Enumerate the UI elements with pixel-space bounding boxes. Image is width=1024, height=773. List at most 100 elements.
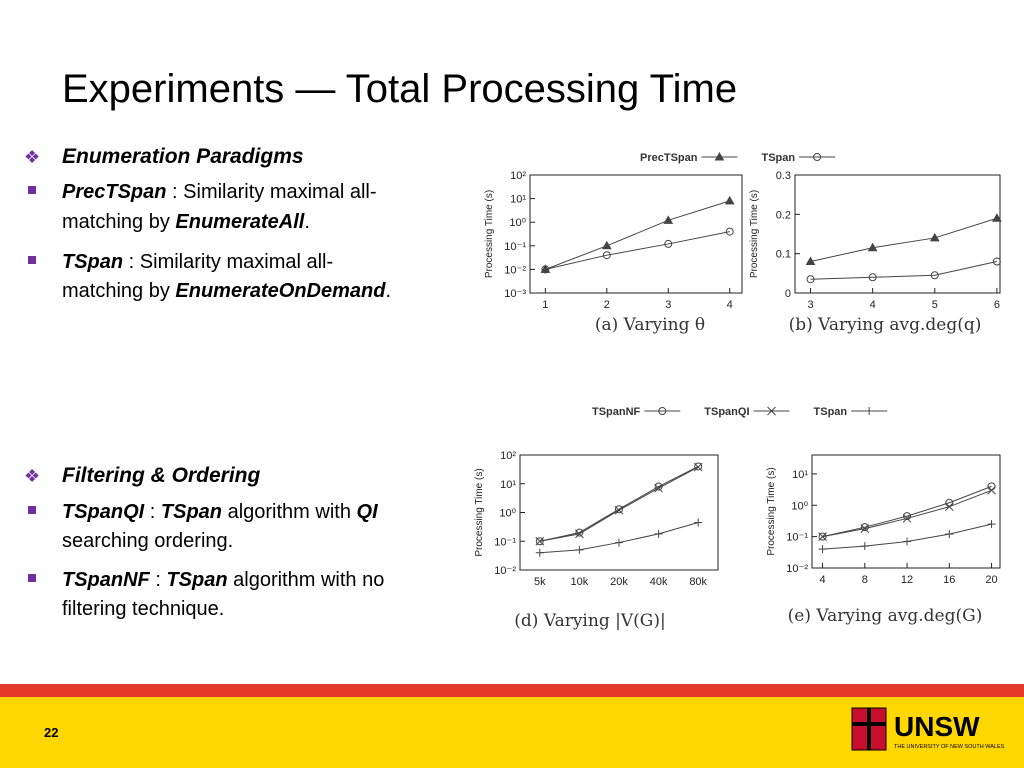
y-tick-label: 10⁻¹ [786, 532, 808, 544]
x-tick-label: 20k [610, 576, 628, 588]
x-tick-label: 1 [542, 299, 548, 311]
y-tick-label: 0.2 [776, 209, 791, 221]
marker [818, 545, 827, 554]
x-tick-label: 10k [571, 576, 589, 588]
y-tick-label: 0.3 [776, 170, 791, 182]
x-tick-label: 8 [862, 574, 868, 586]
legend-label: TSpan [814, 406, 848, 418]
marker [860, 523, 869, 532]
y-tick-label: 10¹ [500, 479, 516, 491]
series-line [539, 465, 699, 542]
marker [805, 256, 816, 266]
page-number: 22 [44, 725, 58, 740]
legend-label: TSpanQI [704, 406, 749, 418]
marker [992, 213, 1002, 222]
legend-marker [865, 407, 874, 415]
marker [575, 545, 584, 554]
marker [724, 195, 735, 205]
marker [944, 502, 954, 512]
figure-background [468, 392, 1024, 642]
bullet-line: PrecTSpan : Similarity maximal all- [62, 181, 377, 203]
y-axis-label: Processing Time (s) [484, 190, 495, 278]
marker [992, 257, 1001, 266]
logo-cross [852, 708, 886, 750]
marker [806, 275, 815, 284]
x-tick-label: 5k [534, 576, 546, 588]
y-tick-label: 10⁻² [786, 563, 808, 575]
x-tick-label: 4 [727, 299, 733, 311]
marker [694, 462, 703, 471]
x-tick-label: 40k [650, 576, 668, 588]
marker [903, 537, 912, 546]
charts: 10⁻³ 10⁻² 10⁻¹ 10⁰ 10¹ 10² 1 2 3 4 Processing Time… [474, 151, 1002, 631]
series-line [545, 200, 730, 270]
marker [987, 485, 996, 495]
marker [575, 528, 584, 537]
x-tick-label: 3 [665, 299, 671, 311]
series-line [810, 261, 998, 280]
marker [654, 529, 663, 538]
marker [929, 232, 940, 242]
marker [601, 240, 612, 250]
x-tick-label: 3 [807, 299, 813, 311]
marker [541, 265, 550, 274]
footer-stripe [0, 684, 1024, 697]
bullet-icon [28, 256, 36, 264]
y-tick-label: 10¹ [792, 469, 808, 481]
series-line [810, 217, 998, 263]
marker [535, 536, 545, 546]
x-tick-label: 20 [985, 574, 997, 586]
legend-label: TSpan [761, 152, 795, 164]
x-tick-label: 4 [870, 299, 876, 311]
x-tick-label: 12 [901, 574, 913, 586]
marker [654, 483, 663, 493]
bullet-line: TSpan : Similarity maximal all- [62, 251, 333, 273]
bullet-line: filtering technique. [62, 598, 224, 620]
bullet-line: searching ordering. [62, 530, 233, 552]
caption: (e) Varying avg.deg(G) [788, 606, 983, 626]
marker [930, 271, 939, 280]
y-tick-label: 10⁰ [791, 500, 808, 512]
marker [725, 227, 734, 236]
y-tick-label: 10⁰ [499, 508, 516, 520]
slide-title: Experiments — Total Processing Time [62, 67, 737, 111]
marker [903, 512, 912, 521]
marker [867, 242, 878, 252]
caption: (b) Varying avg.deg(q) [789, 315, 982, 335]
x-tick-label: 4 [819, 574, 825, 586]
x-tick-label: 80k [689, 576, 707, 588]
bullet-line: matching by EnumerateAll. [62, 211, 310, 233]
marker [615, 505, 623, 514]
series-line [545, 231, 730, 270]
marker [860, 524, 870, 533]
bullet-line: matching by EnumerateOnDemand. [62, 280, 391, 302]
bullet-icon: ❖ [24, 147, 40, 167]
bullet-line: TSpanNF : TSpan algorithm with no [62, 569, 384, 591]
legend-label: PrecTSpan [640, 152, 698, 164]
y-axis-label: Processing Time (s) [474, 468, 485, 556]
plot-frame [811, 454, 1001, 569]
logo-subtext: THE UNIVERSITY OF NEW SOUTH WALES [894, 744, 1005, 750]
y-tick-label: 10⁻³ [504, 288, 526, 300]
marker [860, 542, 869, 551]
x-tick-label: 16 [943, 574, 955, 586]
y-tick-label: 10² [510, 170, 526, 182]
y-tick-label: 10⁻¹ [504, 241, 526, 253]
marker [535, 548, 544, 557]
section-heading: Filtering & Ordering [62, 464, 261, 487]
marker [663, 215, 674, 224]
logo-text: UNSW [894, 711, 980, 742]
plot-frame [529, 174, 743, 294]
marker [615, 538, 623, 547]
y-tick-label: 10² [500, 450, 516, 462]
bullet-icon [28, 186, 36, 194]
caption: (a) Varying θ [595, 315, 705, 335]
section-heading: Enumeration Paradigms [62, 145, 304, 168]
y-tick-label: 10⁰ [509, 217, 526, 229]
y-tick-label: 0 [785, 288, 791, 300]
marker [575, 529, 584, 539]
plot-frame [794, 174, 1001, 294]
y-tick-label: 10⁻¹ [494, 536, 516, 548]
